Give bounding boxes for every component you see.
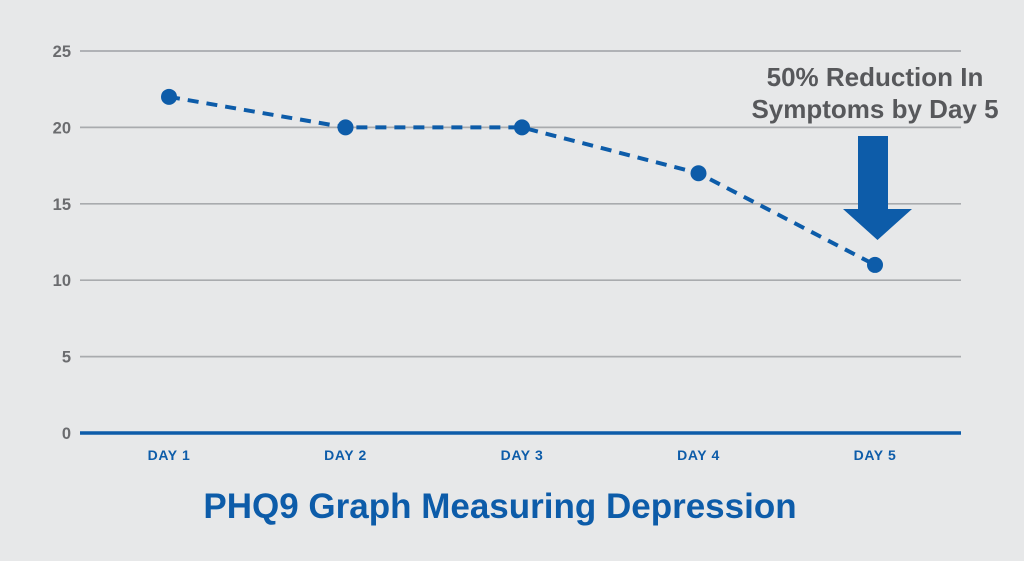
- down-arrow-icon: [843, 136, 912, 240]
- x-axis-label-day-2: DAY 2: [324, 447, 367, 463]
- y-axis-tick-labels: 0 5 10 15 20 25: [53, 43, 71, 443]
- x-axis-label-day-1: DAY 1: [148, 447, 191, 463]
- data-point-day-1: [161, 88, 177, 105]
- data-point-day-2: [337, 119, 354, 136]
- x-axis-label-day-3: DAY 3: [501, 447, 544, 463]
- data-point-day-5: [867, 256, 883, 273]
- y-tick-label-15: 15: [53, 196, 71, 214]
- annotation-line-2: Symptoms by Day 5: [751, 94, 998, 124]
- y-tick-label-25: 25: [53, 43, 71, 61]
- data-series: [161, 88, 883, 273]
- x-axis-label-day-4: DAY 4: [677, 447, 720, 463]
- x-axis-label-day-5: DAY 5: [854, 447, 897, 463]
- data-point-day-3: [514, 119, 530, 136]
- trend-line: [168, 94, 876, 267]
- data-point-day-4: [690, 165, 707, 182]
- x-axis-labels: DAY 1 DAY 2 DAY 3 DAY 4 DAY 5: [148, 447, 897, 463]
- y-tick-label-20: 20: [53, 119, 71, 137]
- y-tick-label-5: 5: [62, 349, 71, 367]
- annotation-line-1: 50% Reduction In: [767, 62, 984, 92]
- y-tick-label-0: 0: [62, 425, 71, 443]
- chart-title: PHQ9 Graph Measuring Depression: [203, 487, 796, 526]
- y-tick-label-10: 10: [53, 272, 71, 290]
